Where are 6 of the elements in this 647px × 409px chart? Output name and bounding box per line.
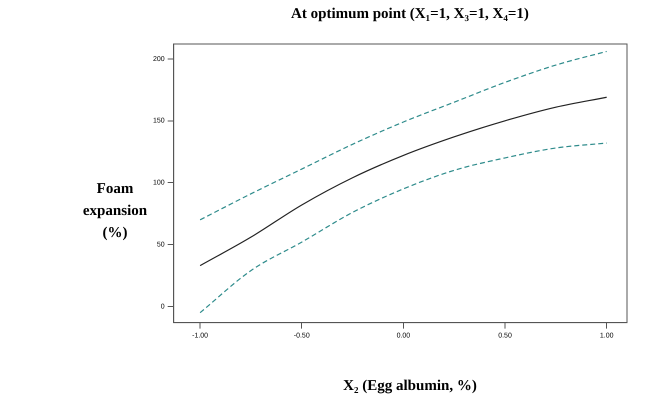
line-series [200,50,608,220]
y-axis-title: Foam expansion (%) [82,181,148,241]
line-series [200,96,608,266]
line-series [200,142,608,314]
chart-title: At optimum point (X₁=1, X₃=1, X₄=1) [290,6,530,23]
x-axis-title: X₂ (Egg albumin, %) [342,378,478,395]
